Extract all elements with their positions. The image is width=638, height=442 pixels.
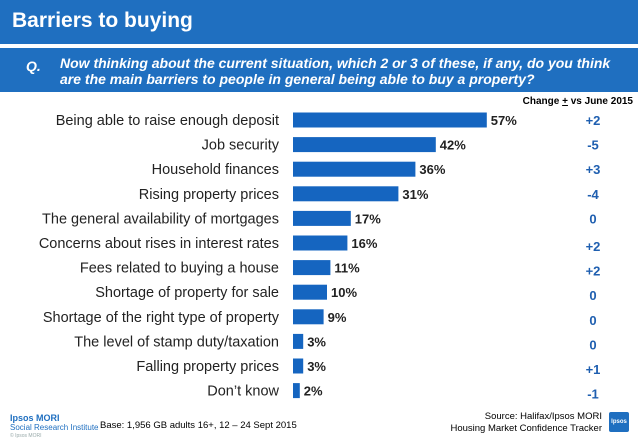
change-column-header: Change + vs June 2015 [523,96,633,107]
category-label: Don’t know [207,384,279,400]
change-label: +3 [586,162,601,177]
category-label: The level of stamp duty/taxation [74,334,279,350]
bar [293,186,399,202]
bar [293,284,327,300]
value-label: 17% [355,211,381,226]
category-label: Job security [202,138,280,154]
change-label: -4 [587,187,599,202]
category-label: Rising property prices [139,187,279,203]
change-label: +2 [586,239,601,254]
question-text: Now thinking about the current situation… [60,55,611,87]
category-label: Shortage of property for sale [95,285,279,301]
change-label: +2 [586,264,601,279]
bar [293,333,304,349]
change-header-prefix: Change [522,96,563,107]
change-label: 0 [589,211,596,226]
source-line-1: Source: Halifax/Ipsos MORI [484,411,602,422]
category-label: Fees related to buying a house [80,261,279,277]
change-label: 0 [589,288,596,303]
source-line-2: Housing Market Confidence Tracker [450,422,602,434]
ipsos-logo-badge: Ipsos [609,412,629,432]
value-label: 9% [328,310,347,325]
category-label: Falling property prices [136,359,279,375]
change-label: 0 [589,313,596,328]
category-label: Household finances [152,162,279,178]
source-text: Source: Halifax/Ipsos MORI Housing Marke… [450,411,602,434]
bar [293,309,324,325]
category-label: Shortage of the right type of property [43,310,280,326]
change-header-symbol: + [562,96,568,107]
copyright-text: © Ipsos MORI [10,433,42,439]
value-label: 3% [307,359,326,374]
ipsos-mori-logo-text: Ipsos MORI [10,413,60,423]
bar [293,358,304,374]
value-label: 2% [304,384,323,399]
page-title: Barriers to buying [12,9,193,32]
bar [293,210,351,226]
question-bar [0,48,638,92]
bar [293,235,348,251]
change-header-suffix: vs June 2015 [567,96,633,107]
category-label: Being able to raise enough deposit [56,113,279,129]
bar [293,112,487,128]
category-label: Concerns about rises in interest rates [39,236,279,252]
value-label: 16% [351,236,377,251]
value-label: 31% [402,187,428,202]
social-research-institute-text: Social Research Institute [10,423,99,432]
bar [293,383,300,399]
value-label: 57% [491,113,517,128]
title-bar [0,0,638,44]
value-label: 11% [334,261,360,276]
category-label: The general availability of mortgages [42,211,279,227]
change-label: 0 [589,337,596,352]
base-text: Base: 1,956 GB adults 16+, 12 – 24 Sept … [100,420,297,431]
value-label: 3% [307,334,326,349]
change-label: -1 [587,387,599,402]
value-label: 10% [331,285,357,300]
bar [293,260,331,276]
bar [293,161,416,177]
bar [293,137,436,153]
question-label: Q. [26,58,41,74]
change-label: +1 [586,362,601,377]
change-label: -5 [587,138,599,153]
value-label: 42% [440,138,466,153]
change-label: +2 [586,113,601,128]
value-label: 36% [419,162,445,177]
